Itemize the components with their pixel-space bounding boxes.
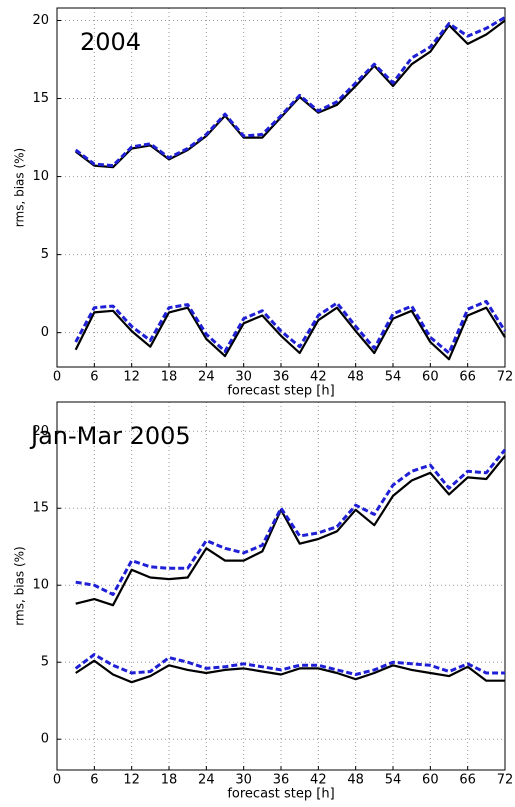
x-tick-label: 18 [161, 773, 178, 788]
annotation: Jan-Mar 2005 [29, 422, 191, 450]
y-tick-label: 10 [32, 169, 49, 184]
series-line [75, 448, 507, 596]
x-tick-label: 60 [422, 773, 439, 788]
y-axis-label: rms, bias (%) [13, 546, 27, 625]
x-tick-label: 60 [422, 370, 439, 385]
plot-frame [56, 401, 506, 771]
y-tick-label: 15 [32, 91, 49, 106]
x-tick-label: 6 [90, 370, 98, 385]
x-tick-label: 48 [347, 773, 364, 788]
y-tick-label: 0 [41, 325, 49, 340]
x-tick-label: 42 [310, 773, 327, 788]
x-tick-label: 66 [459, 370, 476, 385]
x-tick-label: 24 [198, 370, 215, 385]
series-line [74, 16, 506, 168]
y-axis-label: rms, bias (%) [13, 148, 27, 227]
x-axis-label: forecast step [h] [227, 787, 334, 802]
x-tick-label: 66 [459, 773, 476, 788]
x-tick-label: 0 [53, 773, 61, 788]
x-tick-label: 36 [273, 370, 290, 385]
annotation: 2004 [80, 28, 141, 56]
plot-frame [56, 7, 506, 368]
y-tick-label: 20 [32, 13, 49, 28]
x-tick-label: 6 [90, 773, 98, 788]
x-tick-label: 0 [53, 370, 61, 385]
x-tick-label: 72 [497, 370, 514, 385]
x-tick-label: 54 [385, 773, 402, 788]
x-tick-label: 30 [235, 773, 252, 788]
series-line [75, 19, 506, 169]
series-line [74, 306, 506, 361]
x-tick-label: 30 [235, 370, 252, 385]
y-tick-label: 5 [41, 655, 49, 670]
y-tick-label: 20 [32, 424, 49, 439]
x-tick-label: 12 [123, 370, 140, 385]
y-tick-label: 5 [41, 247, 49, 262]
x-tick-label: 72 [497, 773, 514, 788]
x-tick-label: 36 [273, 773, 290, 788]
x-tick-label: 12 [123, 773, 140, 788]
x-tick-label: 48 [347, 370, 364, 385]
series-line [75, 659, 505, 684]
y-tick-label: 0 [41, 732, 49, 747]
x-tick-label: 18 [161, 370, 178, 385]
x-tick-label: 24 [198, 773, 215, 788]
x-tick-label: 42 [310, 370, 327, 385]
x-tick-label: 54 [385, 370, 402, 385]
y-tick-label: 10 [32, 578, 49, 593]
series-line [75, 455, 506, 607]
series-line [74, 299, 507, 355]
x-axis-label: forecast step [h] [227, 384, 334, 399]
series-line [74, 653, 505, 676]
y-tick-label: 15 [32, 501, 49, 516]
